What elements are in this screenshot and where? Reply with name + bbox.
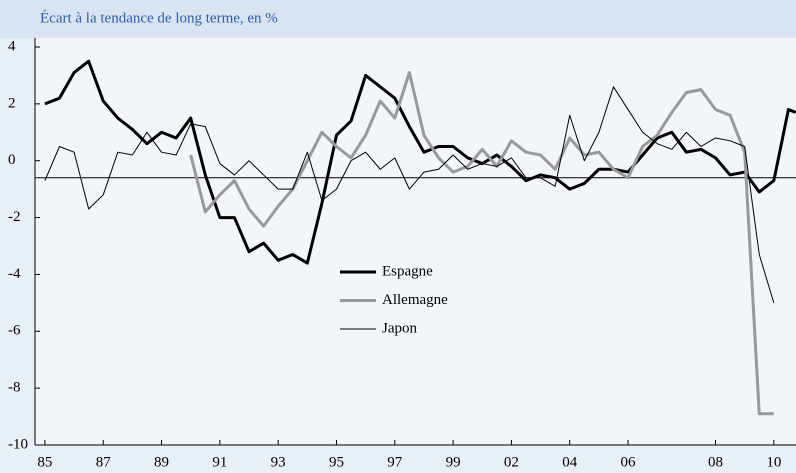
x-tick-label: 06 [621, 454, 637, 470]
series-line [44, 86, 775, 304]
x-tick-label: 02 [504, 454, 519, 470]
legend-label: Espagne [382, 263, 433, 279]
y-tick-label: 2 [8, 95, 16, 111]
x-tick-label: 99 [446, 454, 461, 470]
chart-title: Écart à la tendance de long terme, en % [40, 9, 278, 26]
legend-label: Allemagne [382, 292, 448, 308]
y-tick-label: -6 [8, 323, 21, 339]
y-tick-label: -4 [8, 266, 21, 282]
legend-label: Japon [382, 320, 417, 336]
y-tick-label: -10 [8, 436, 28, 452]
y-tick-label: -8 [8, 380, 21, 396]
y-tick-label: 0 [8, 152, 16, 168]
x-tick-label: 10 [766, 454, 781, 470]
y-tick-label: -2 [8, 209, 21, 225]
series-line [44, 59, 796, 265]
plot-area [35, 38, 796, 445]
y-tick-label: 4 [8, 38, 16, 54]
x-tick-label: 95 [329, 454, 344, 470]
series-line [189, 71, 774, 416]
x-tick-label: 87 [96, 454, 112, 470]
x-tick-label: 93 [271, 454, 286, 470]
x-tick-label: 04 [562, 454, 578, 470]
x-tick-label: 97 [387, 454, 403, 470]
x-tick-label: 85 [37, 454, 52, 470]
x-tick-label: 08 [708, 454, 723, 470]
x-tick-label: 91 [212, 454, 227, 470]
x-tick-label: 89 [154, 454, 169, 470]
header-band [0, 0, 796, 38]
